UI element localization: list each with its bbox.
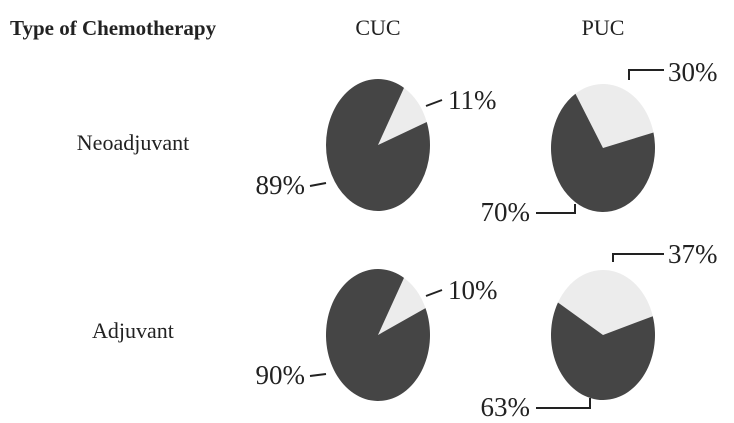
column-label: PUC — [582, 15, 625, 40]
value-label: 10% — [448, 275, 498, 305]
row-label: Neoadjuvant — [77, 130, 189, 155]
chart-title: Type of Chemotherapy — [10, 16, 217, 40]
leader-line — [425, 289, 443, 297]
pie-slice — [378, 87, 427, 145]
value-label: 37% — [668, 239, 718, 269]
value-label: 70% — [481, 197, 531, 227]
value-label: 30% — [668, 57, 718, 87]
leader-line — [425, 99, 443, 107]
leader-line — [628, 69, 664, 80]
pie-slice — [326, 79, 431, 212]
pie-slice — [575, 84, 654, 148]
column-label: CUC — [355, 15, 400, 40]
value-label: 11% — [448, 85, 497, 115]
pie-slice — [326, 269, 430, 402]
pie-slice — [378, 277, 426, 335]
value-label: 63% — [481, 392, 531, 422]
pie-slice — [551, 93, 656, 213]
leader-line — [536, 398, 591, 409]
pie-slice — [557, 269, 653, 335]
leader-line — [612, 253, 664, 262]
pie-slice — [551, 302, 655, 400]
leader-line — [309, 182, 327, 187]
leader-line — [309, 373, 327, 377]
row-label: Adjuvant — [92, 318, 174, 343]
value-label: 90% — [256, 360, 306, 390]
leader-line — [536, 204, 576, 214]
value-label: 89% — [256, 170, 306, 200]
